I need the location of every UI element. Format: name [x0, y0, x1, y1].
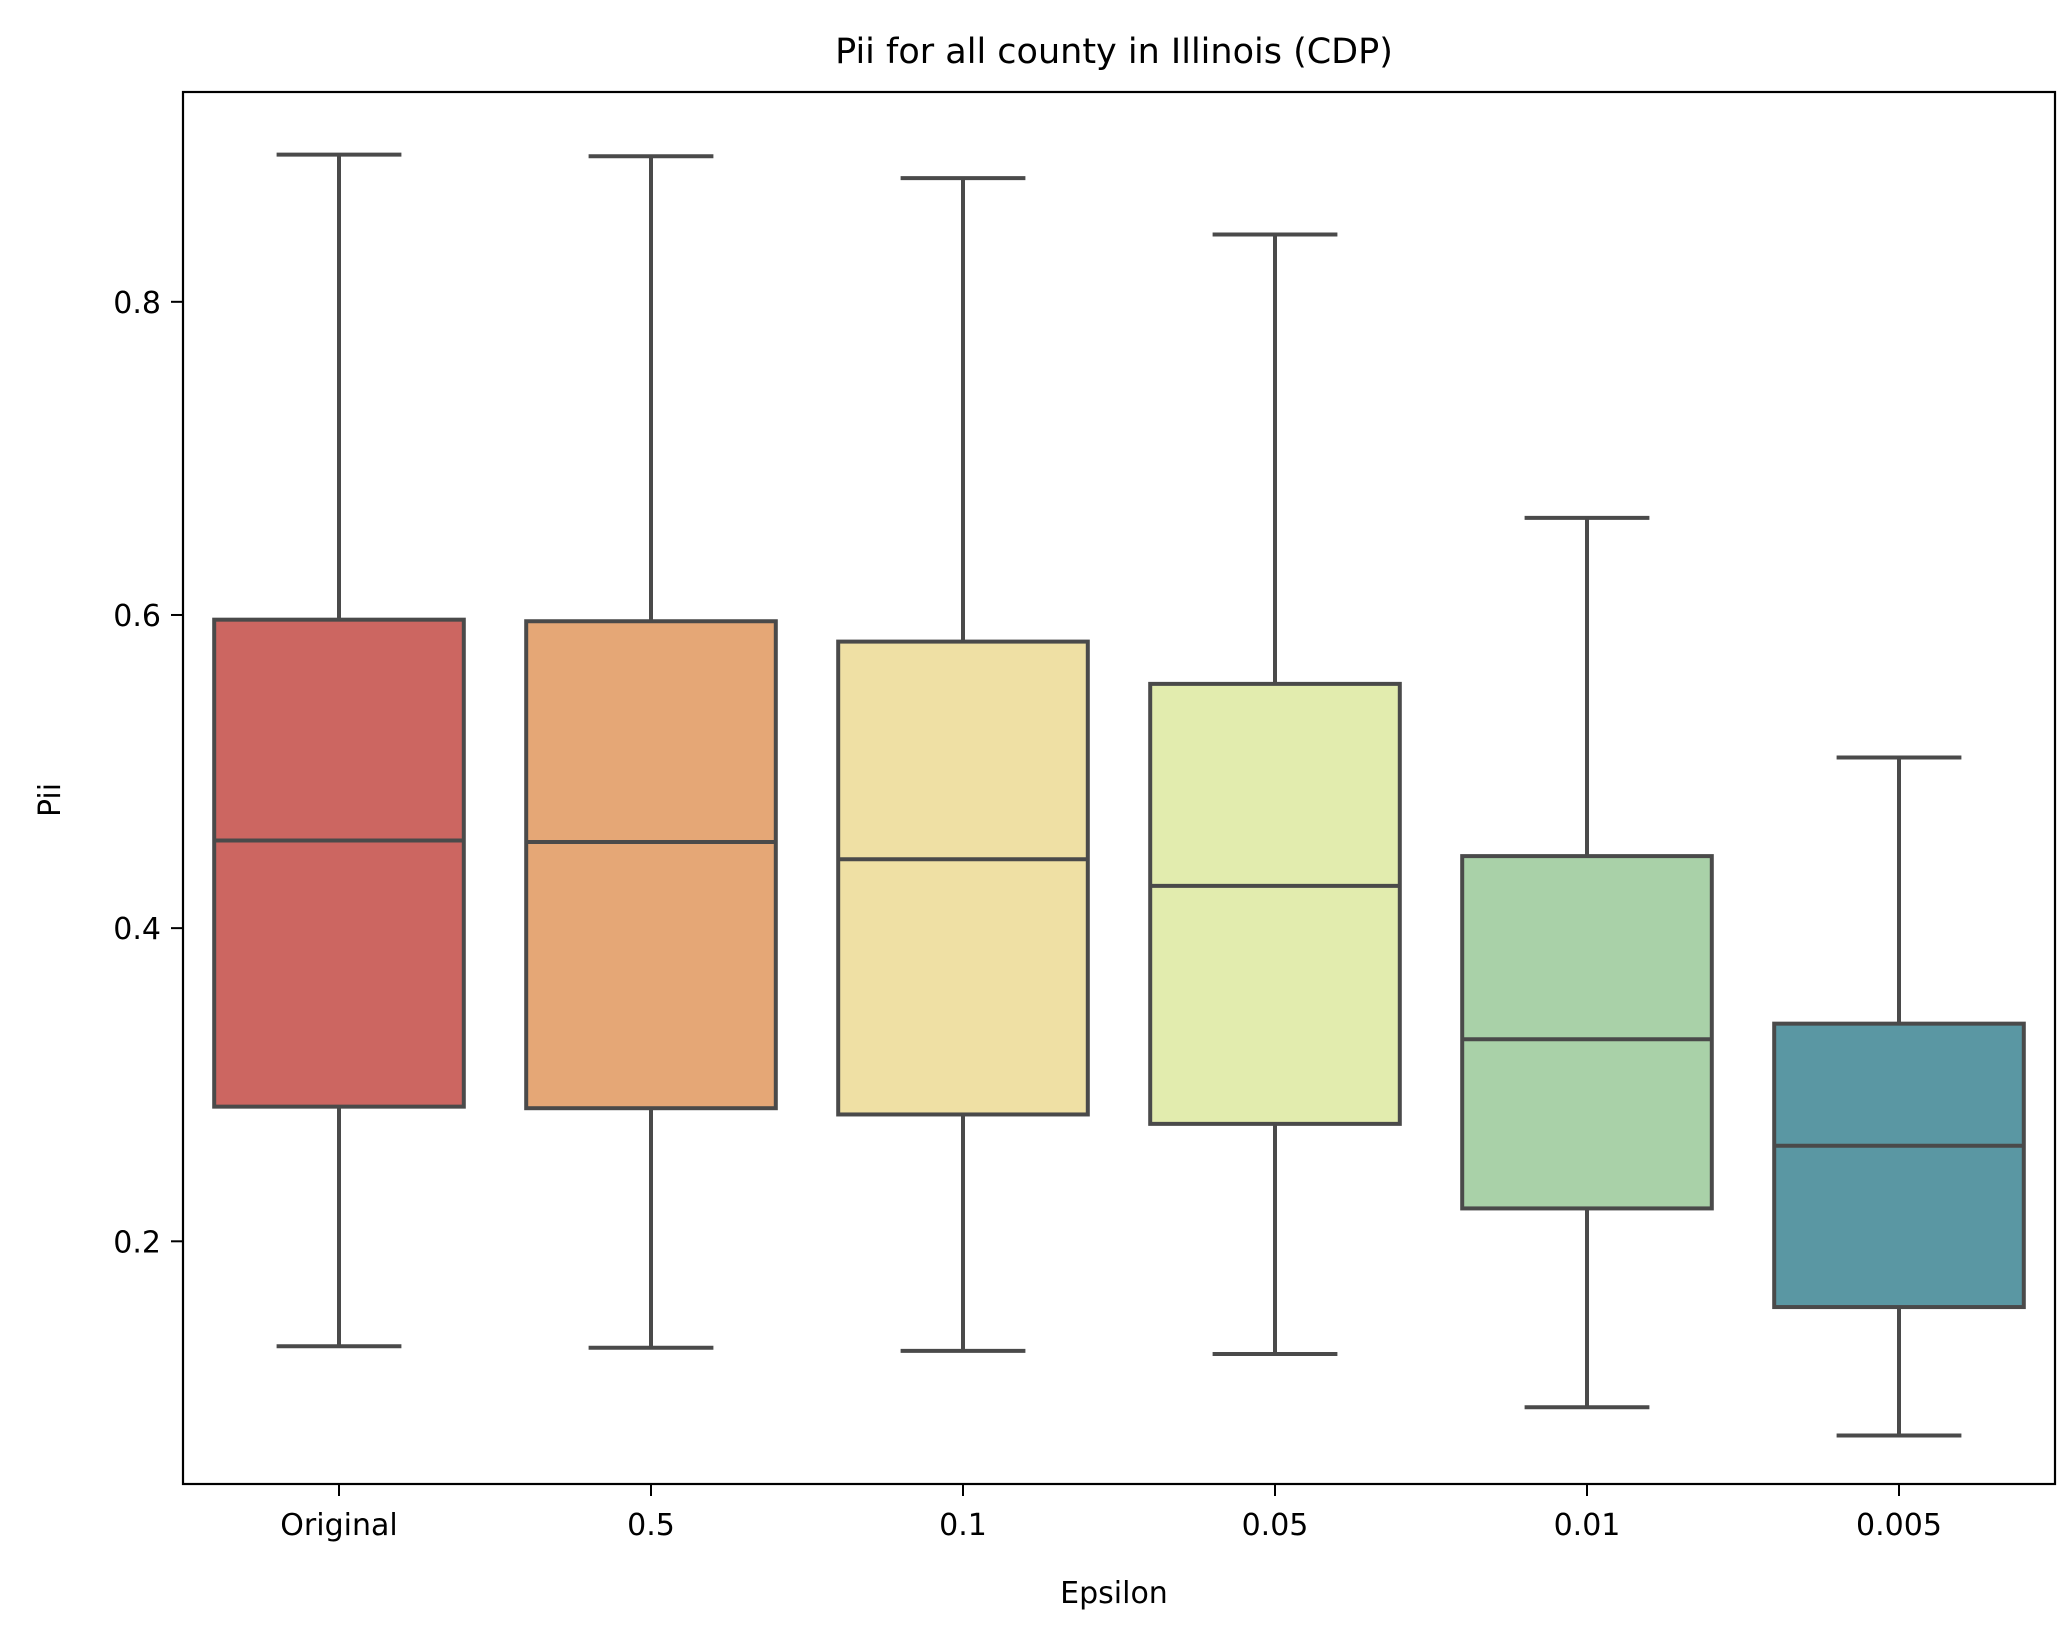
y-tick-label: 0.2: [113, 1225, 161, 1260]
chart-title: Pii for all county in Illinois (CDP): [835, 32, 1393, 72]
plot-area: 0.2 0.4 0.6 0.8 Original 0.5 0.1 0.05 0.01 0.005: [113, 90, 2057, 1543]
x-tick-label: 0.01: [1554, 1508, 1621, 1543]
y-axis-label: Pii: [33, 783, 68, 817]
y-tick-label: 0.8: [113, 286, 161, 321]
plot-frame: [181, 90, 2057, 1486]
box-group-0.005: [1772, 755, 2026, 1438]
iqr-box: [1460, 854, 1714, 1211]
iqr-box: [1148, 681, 1402, 1126]
iqr-box: [212, 617, 466, 1109]
x-tick-label: 0.005: [1856, 1508, 1942, 1543]
y-tick-label: 0.6: [113, 599, 161, 634]
x-tick-label: Original: [280, 1508, 397, 1543]
y-tick-label: 0.4: [113, 912, 161, 947]
x-axis-label: Epsilon: [1060, 1576, 1168, 1611]
box-group-0.01: [1460, 515, 1714, 1410]
iqr-box: [524, 619, 778, 1111]
x-tick-label: 0.05: [1242, 1508, 1309, 1543]
x-tick-label: 0.5: [627, 1508, 675, 1543]
x-tick-label: 0.1: [939, 1508, 987, 1543]
box-group-0.5: [524, 154, 778, 1350]
box-group-0.05: [1148, 232, 1402, 1357]
iqr-box: [836, 639, 1090, 1117]
box-group-Original: [212, 152, 466, 1349]
iqr-box: [1772, 1021, 2026, 1310]
box-group-0.1: [836, 176, 1090, 1353]
